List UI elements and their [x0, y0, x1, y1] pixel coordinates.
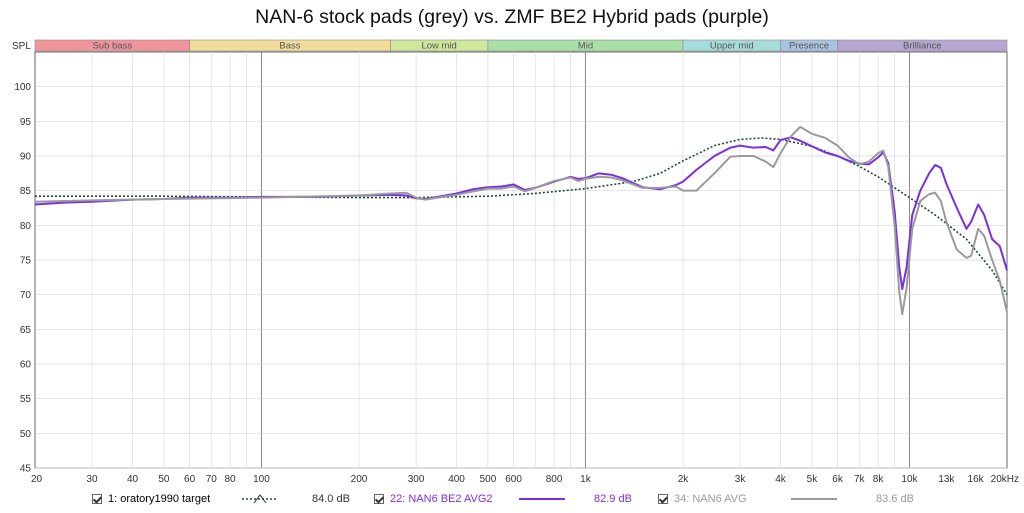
x-tick-label: 70	[206, 474, 218, 485]
x-tick-label: 16k	[968, 474, 985, 485]
series-line-1	[35, 137, 1008, 296]
band-label: Low mid	[421, 41, 456, 52]
legend-label-be2: 22: NAN6 BE2 AVG2	[390, 493, 493, 505]
frequency-bands: Sub bass Bass Low mid Mid Upper mid Presence B…	[34, 39, 1008, 52]
y-tick-label: 70	[20, 290, 32, 301]
legend-swatch-be2-icon	[518, 498, 565, 500]
x-tick-label: 20	[31, 474, 43, 485]
x-tick-label: 6k	[832, 474, 844, 485]
y-tick-label: 95	[20, 117, 32, 128]
checkbox-be2[interactable]	[374, 494, 384, 504]
band-brilliance	[837, 39, 1008, 52]
chart-title: NAN-6 stock pads (grey) vs. ZMF BE2 Hybr…	[255, 6, 769, 28]
y-tick-label: 100	[14, 82, 31, 93]
checkbox-stock[interactable]	[658, 494, 668, 504]
y-tick-label: 45	[20, 464, 32, 475]
legend-item-be2[interactable]: 22: NAN6 BE2 AVG2	[374, 488, 565, 510]
y-tick-label: 55	[20, 394, 32, 405]
band-label: Mid	[578, 41, 593, 52]
y-tick-label: 75	[20, 256, 32, 267]
y-tick-label: 65	[20, 325, 32, 336]
x-tick-label: 60	[184, 474, 196, 485]
y-tick-label: 50	[20, 429, 32, 440]
x-tick-label: 800	[546, 474, 563, 485]
x-tick-label: 8k	[873, 474, 885, 485]
x-tick-label: 300	[408, 474, 425, 485]
x-tick-label: 30	[86, 474, 98, 485]
x-tick-label: 100	[253, 474, 270, 485]
y-tick-label: 60	[20, 360, 32, 371]
x-tick-label: 2k	[678, 474, 690, 485]
x-tick-label: 7k	[854, 474, 866, 485]
legend-swatch-target-icon	[242, 494, 279, 504]
x-tick-label: 40	[127, 474, 139, 485]
y-tick-label: 90	[20, 152, 32, 163]
legend-item-stock[interactable]: 34: NAN6 AVG	[658, 488, 837, 510]
band-label: Brilliance	[903, 41, 942, 52]
series-lines	[34, 125, 1008, 316]
x-tick-label: 400	[448, 474, 465, 485]
x-tick-label: 13k	[938, 474, 955, 485]
x-tick-label: 200	[351, 474, 368, 485]
legend-level-stock: 83.6 dB	[876, 493, 914, 505]
legend-item-target[interactable]: 1: oratory1990 target	[92, 488, 279, 510]
y-axis: SPL 45 50 55 60 65 70 75 80 85 90 95 100	[12, 41, 31, 475]
legend-level-be2: 82.9 dB	[594, 493, 632, 505]
x-tick-label: 500	[480, 474, 497, 485]
series-line-3	[34, 125, 1008, 316]
x-axis: 20 30 40 50 60 70 80 100 200 300 400 500 600 800 1k 2k 3…	[31, 474, 1019, 485]
grid	[34, 51, 1008, 469]
legend-label-stock: 34: NAN6 AVG	[674, 493, 747, 505]
x-tick-label: 10k	[901, 474, 918, 485]
x-tick-label: 20kHz	[991, 474, 1019, 485]
band-label: Presence	[789, 41, 829, 52]
checkbox-target[interactable]	[92, 494, 102, 504]
y-tick-label: 85	[20, 186, 32, 197]
x-tick-label: 50	[158, 474, 170, 485]
legend-level-target: 84.0 dB	[312, 493, 350, 505]
band-label: Bass	[279, 41, 300, 52]
y-axis-label: SPL	[12, 41, 31, 52]
x-tick-label: 600	[505, 474, 522, 485]
x-tick-label: 80	[225, 474, 237, 485]
x-tick-label: 5k	[807, 474, 819, 485]
legend-label-target: 1: oratory1990 target	[108, 493, 211, 505]
y-tick-label: 80	[20, 221, 32, 232]
x-tick-label: 4k	[775, 474, 787, 485]
band-label: Upper mid	[710, 41, 754, 52]
band-label: Sub bass	[92, 41, 132, 52]
series-line-2	[34, 136, 1008, 291]
legend-swatch-stock-icon	[790, 498, 837, 500]
x-tick-label: 1k	[580, 474, 592, 485]
x-tick-label: 3k	[735, 474, 747, 485]
